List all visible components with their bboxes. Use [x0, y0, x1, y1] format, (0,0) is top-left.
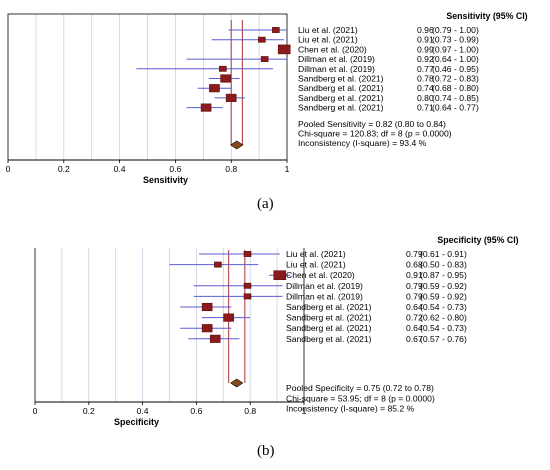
panel-b-study-ci-5: (0.54 - 0.73): [420, 302, 467, 312]
panel-a-study-estimate-2: 0.99: [417, 44, 434, 54]
panel-b-x-axis-label: Specificity: [114, 417, 159, 427]
panel-a-study-box-8: [200, 103, 212, 112]
panel-a-study-box-6: [209, 84, 220, 93]
panel-a-study-box-1: [258, 36, 266, 43]
panel-a-study-box-0: [272, 27, 280, 33]
panel-a-study-label-3: Dillman et al. (2019): [298, 54, 375, 64]
panel-b-summary-line-2: Inconsistency (I-square) = 85.2 %: [286, 404, 415, 414]
panel-a-study-estimate-3: 0.92: [417, 54, 434, 64]
panel-b-study-label-2: Chen et al. (2020): [286, 270, 355, 280]
panel-b-study-label-3: Dillman et al. (2019): [286, 281, 363, 291]
panel-b-study-label-4: Dillman et al. (2019): [286, 291, 363, 301]
panel-a-study-estimate-8: 0.71: [417, 103, 434, 113]
panel-label-b: (b): [257, 443, 275, 459]
panel-b-study-ci-2: (0.87 - 0.95): [420, 270, 467, 280]
panel-b-study-label-6: Sandberg et al. (2021): [286, 313, 372, 323]
panel-a-summary-line-2: Inconsistency (I-square) = 93.4 %: [298, 138, 427, 148]
panel-b-pooled-diamond: [230, 378, 244, 388]
panel-a-x-axis-label: Sensitivity: [143, 175, 188, 185]
panel-b-study-box-8: [209, 334, 221, 343]
panel-b-study-box-2: [273, 270, 287, 281]
panel-b-x-tick-label-4: 0.8: [244, 406, 256, 416]
panel-a-study-estimate-7: 0.80: [417, 93, 434, 103]
panel-b-study-box-3: [243, 282, 252, 289]
panel-b-study-label-8: Sandberg et al. (2021): [286, 334, 372, 344]
panel-b-summary-line-0: Pooled Specificity = 0.75 (0.72 to 0.78): [286, 383, 434, 393]
panel-b-study-ci-0: (0.61 - 0.91): [420, 249, 467, 259]
panel-b-study-estimate-8: 0.67: [406, 334, 423, 344]
panel-a-column-header: Sensitivity (95% CI): [446, 11, 527, 21]
panel-b-study-label-1: Liu et al. (2021): [286, 260, 346, 270]
panel-a-study-estimate-6: 0.74: [417, 83, 434, 93]
panel-a-study-estimate-5: 0.78: [417, 74, 434, 84]
panel-b-x-tick-label-3: 0.6: [190, 406, 202, 416]
panel-a-study-label-7: Sandberg et al. (2021): [298, 93, 384, 103]
panel-a-study-ci-8: (0.64 - 0.77): [432, 103, 479, 113]
panel-a-study-label-1: Liu et al. (2021): [298, 35, 358, 45]
panel-a-study-box-4: [219, 65, 227, 72]
panel-a-pooled-diamond: [230, 140, 244, 150]
panel-b-study-ci-3: (0.59 - 0.92): [420, 281, 467, 291]
panel-b-column-header: Specificity (95% CI): [437, 235, 518, 245]
panel-a-x-tick-label-4: 0.8: [225, 164, 237, 174]
panel-a-study-box-2: [277, 44, 291, 55]
panel-b-study-ci-4: (0.59 - 0.92): [420, 291, 467, 301]
panel-a-study-estimate-4: 0.77: [417, 64, 434, 74]
panel-b-study-estimate-5: 0.64: [406, 302, 423, 312]
panel-a-study-box-3: [260, 56, 269, 63]
panel-a-study-box-5: [220, 74, 231, 83]
panel-a-study-label-8: Sandberg et al. (2021): [298, 103, 384, 113]
panel-b-summary-line-1: Chi-square = 53.95; df = 8 (p = 0.0000): [286, 393, 435, 403]
panel-b-x-tick-label-1: 0.2: [83, 406, 95, 416]
panel-a-study-ci-7: (0.74 - 0.85): [432, 93, 479, 103]
panel-a-study-ci-3: (0.64 - 1.00): [432, 54, 479, 64]
panel-a-study-label-5: Sandberg et al. (2021): [298, 74, 384, 84]
panel-b-study-box-4: [243, 293, 252, 300]
panel-b-x-tick-label-2: 0.4: [137, 406, 149, 416]
panel-b-study-ci-1: (0.50 - 0.83): [420, 260, 467, 270]
panel-a-x-tick-label-1: 0.2: [58, 164, 70, 174]
panel-a-summary-line-0: Pooled Sensitivity = 0.82 (0.80 to 0.84): [298, 119, 446, 129]
panel-b-study-ci-6: (0.62 - 0.80): [420, 313, 467, 323]
panel-b-study-estimate-4: 0.79: [406, 291, 423, 301]
panel-b-study-label-7: Sandberg et al. (2021): [286, 323, 372, 333]
panel-b-study-label-0: Liu et al. (2021): [286, 249, 346, 259]
panel-a-study-label-2: Chen et al. (2020): [298, 44, 367, 54]
panel-b-x-tick-label-5: 1: [302, 406, 307, 416]
panel-a-x-tick-label-5: 1: [285, 164, 290, 174]
panel-b-study-estimate-7: 0.64: [406, 323, 423, 333]
panel-a-study-ci-1: (0.73 - 0.99): [432, 35, 479, 45]
panel-b-study-box-5: [201, 302, 213, 312]
panel-b-study-ci-7: (0.54 - 0.73): [420, 323, 467, 333]
panel-a-study-ci-4: (0.46 - 0.95): [432, 64, 479, 74]
panel-a-study-estimate-0: 0.96: [417, 25, 434, 35]
panel-a-study-label-0: Liu et al. (2021): [298, 25, 358, 35]
panel-a-study-box-7: [225, 93, 237, 102]
panel-b-study-box-7: [201, 324, 213, 333]
panel-b-study-ci-8: (0.57 - 0.76): [420, 334, 467, 344]
panel-b-study-estimate-1: 0.68: [406, 260, 423, 270]
panel-b-study-box-0: [243, 251, 252, 257]
panel-a-study-ci-6: (0.68 - 0.80): [432, 83, 479, 93]
panel-b-study-box-6: [223, 313, 234, 322]
panel-b-study-estimate-2: 0.91: [406, 270, 423, 280]
panel-b-study-box-1: [214, 261, 222, 268]
panel-a-x-tick-label-2: 0.4: [114, 164, 126, 174]
panel-a-study-ci-2: (0.97 - 1.00): [432, 44, 479, 54]
panel-a-study-label-6: Sandberg et al. (2021): [298, 83, 384, 93]
panel-a-x-tick-label-3: 0.6: [169, 164, 181, 174]
panel-b-x-tick-label-0: 0: [33, 406, 38, 416]
panel-b-study-estimate-0: 0.79: [406, 249, 423, 259]
panel-a-study-estimate-1: 0.91: [417, 35, 434, 45]
panel-a-study-label-4: Dillman et al. (2019): [298, 64, 375, 74]
panel-b-study-label-5: Sandberg et al. (2021): [286, 302, 372, 312]
panel-b-study-estimate-6: 0.72: [406, 313, 423, 323]
panel-a-x-tick-label-0: 0: [6, 164, 11, 174]
panel-a-summary-line-1: Chi-square = 120.83; df = 8 (p = 0.0000): [298, 129, 452, 139]
panel-b-study-estimate-3: 0.79: [406, 281, 423, 291]
panel-a-study-ci-0: (0.79 - 1.00): [432, 25, 479, 35]
panel-a-study-ci-5: (0.72 - 0.83): [432, 74, 479, 84]
panel-label-a: (a): [257, 196, 274, 212]
